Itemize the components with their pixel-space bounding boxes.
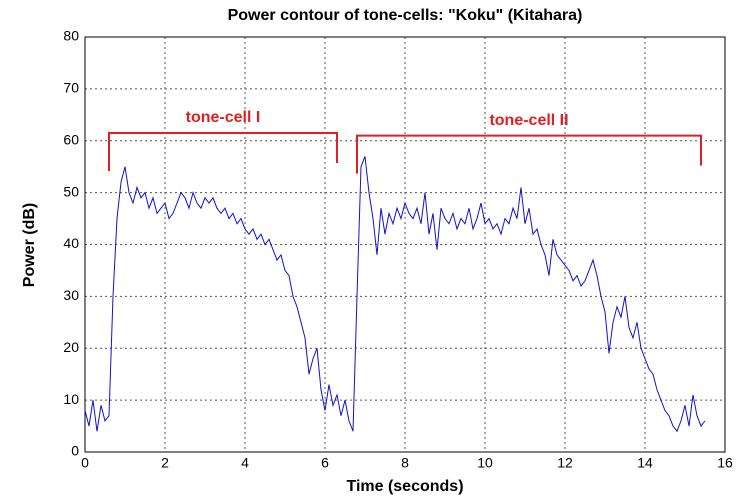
y-tick-label: 60 [63, 131, 79, 147]
x-tick-label: 2 [161, 455, 169, 471]
x-tick-label: 12 [557, 455, 573, 471]
y-tick-label: 50 [63, 183, 79, 199]
x-tick-label: 0 [81, 455, 89, 471]
y-tick-label: 10 [63, 391, 79, 407]
y-tick-label: 80 [63, 28, 79, 44]
y-tick-label: 20 [63, 339, 79, 355]
x-tick-label: 8 [401, 455, 409, 471]
annotation-text: tone-cell I [186, 109, 261, 126]
x-tick-label: 6 [321, 455, 329, 471]
x-tick-label: 14 [637, 455, 653, 471]
plot-frame [84, 36, 726, 453]
annotation-bracket [356, 134, 702, 174]
chart-title: Power contour of tone-cells: "Koku" (Kit… [228, 7, 583, 24]
y-tick-label: 0 [71, 443, 79, 459]
data-line [84, 156, 706, 433]
annotation-bracket [108, 131, 338, 171]
y-tick-label: 40 [63, 235, 79, 251]
y-axis-label: Power (dB) [21, 203, 38, 287]
annotation-text: tone-cell II [489, 112, 568, 129]
x-tick-label: 10 [477, 455, 493, 471]
x-axis-label: Time (seconds) [346, 478, 463, 495]
y-tick-label: 30 [63, 287, 79, 303]
x-tick-label: 4 [241, 455, 249, 471]
x-tick-label: 16 [717, 455, 733, 471]
y-tick-label: 70 [63, 80, 79, 96]
